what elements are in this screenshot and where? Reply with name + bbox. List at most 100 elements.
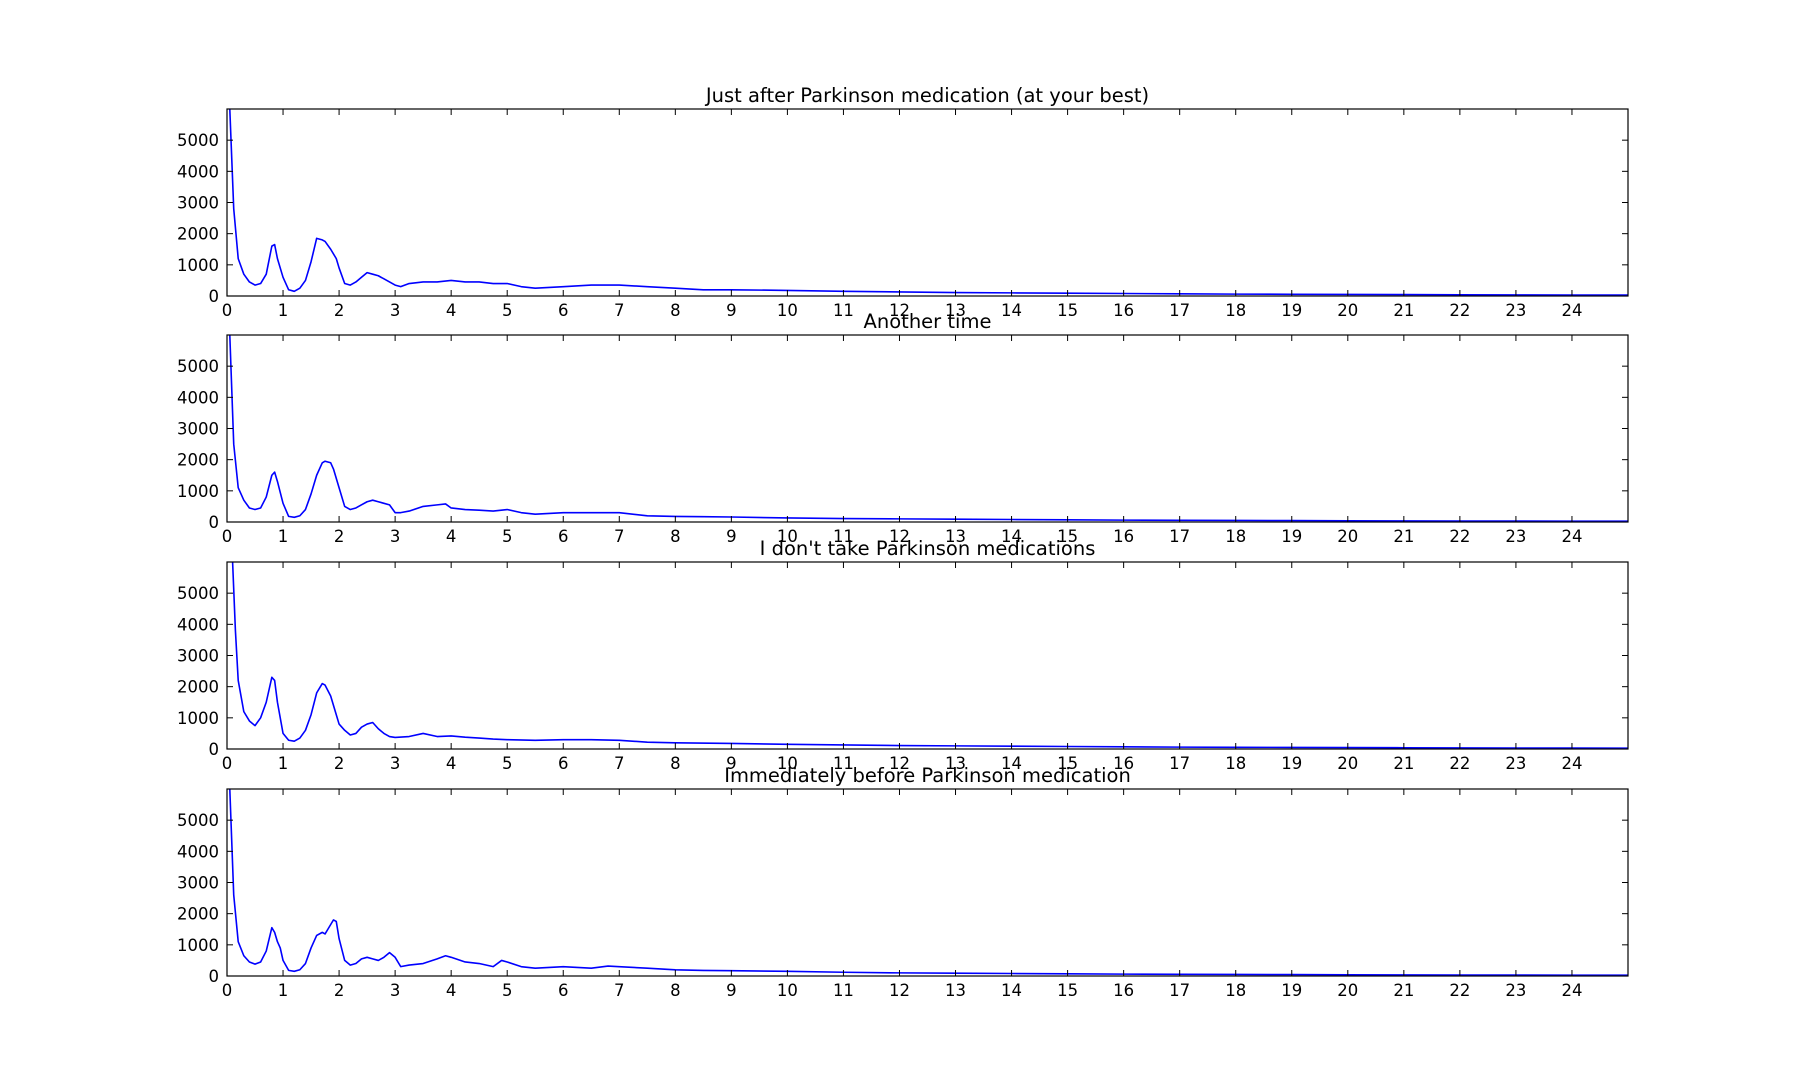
- x-tick-label: 5: [502, 981, 513, 1000]
- x-tick-label: 20: [1337, 527, 1358, 546]
- x-tick-label: 12: [889, 754, 910, 773]
- x-tick-label: 7: [614, 754, 625, 773]
- x-tick-label: 21: [1393, 301, 1414, 320]
- y-tick-label: 3000: [177, 194, 219, 213]
- x-tick-label: 6: [558, 754, 569, 773]
- x-tick-label: 19: [1281, 754, 1302, 773]
- x-tick-label: 6: [558, 301, 569, 320]
- x-tick-label: 22: [1449, 754, 1470, 773]
- x-tick-label: 17: [1169, 981, 1190, 1000]
- x-tick-label: 1: [278, 754, 289, 773]
- x-tick-label: 19: [1281, 301, 1302, 320]
- x-tick-label: 13: [945, 981, 966, 1000]
- x-tick-label: 23: [1505, 301, 1526, 320]
- x-tick-label: 6: [558, 981, 569, 1000]
- x-tick-label: 3: [390, 754, 401, 773]
- x-tick-label: 3: [390, 301, 401, 320]
- x-tick-label: 12: [889, 981, 910, 1000]
- y-tick-label: 2000: [177, 905, 219, 924]
- y-tick-label: 4000: [177, 842, 219, 861]
- x-tick-label: 15: [1057, 527, 1078, 546]
- x-tick-label: 15: [1057, 301, 1078, 320]
- x-tick-label: 21: [1393, 527, 1414, 546]
- chart-panel-1: 0 1 2 3 4 5 6 7 8 9 10 11 12 13 14 15 16 17 18 19 20 21 22 23 24…: [177, 84, 1629, 320]
- x-tick-label: 24: [1561, 754, 1582, 773]
- x-tick-label: 18: [1225, 301, 1246, 320]
- y-tick-label: 0: [209, 740, 220, 759]
- y-tick-label: 3000: [177, 647, 219, 666]
- x-tick-label: 8: [670, 754, 681, 773]
- x-tick-label: 16: [1113, 981, 1134, 1000]
- y-tick-label: 5000: [177, 131, 219, 150]
- x-tick-label: 24: [1561, 981, 1582, 1000]
- series-line-2-1: [229, 335, 1628, 522]
- chart-title: Just after Parkinson medication (at your…: [704, 84, 1149, 107]
- x-tick-label: 2: [334, 754, 345, 773]
- chart-panel-4: 0 1 2 3 4 5 6 7 8 9 10 11 12 13 14 15 16 17 18 19 20 21 22 23 24…: [177, 764, 1629, 1000]
- x-tick-label: 1: [278, 981, 289, 1000]
- x-tick-label: 2: [334, 301, 345, 320]
- x-tick-label: 11: [833, 527, 854, 546]
- chart-title: I don't take Parkinson medications: [760, 537, 1096, 560]
- x-tick-label: 14: [1001, 301, 1022, 320]
- x-tick-label: 15: [1057, 981, 1078, 1000]
- y-tick-label: 0: [209, 513, 220, 532]
- x-tick-label: 21: [1393, 981, 1414, 1000]
- x-tick-label: 18: [1225, 981, 1246, 1000]
- x-tick-label: 22: [1449, 527, 1470, 546]
- y-tick-label: 1000: [177, 936, 219, 955]
- x-tick-label: 0: [222, 981, 233, 1000]
- x-tick-label: 14: [1001, 981, 1022, 1000]
- chart-title: Immediately before Parkinson medication: [724, 764, 1131, 787]
- y-tick-label: 4000: [177, 615, 219, 634]
- x-tick-label: 2: [334, 981, 345, 1000]
- chart-panel-3: 0 1 2 3 4 5 6 7 8 9 10 11 12 13 14 15 16 17 18 19 20 21 22 23 24…: [177, 537, 1629, 773]
- panels: 0 1 2 3 4 5 6 7 8 9 10 11 12 13 14 15 16 17 18 19 20 21 22 23 24…: [177, 84, 1629, 1000]
- x-tick-label: 13: [945, 301, 966, 320]
- y-tick-label: 5000: [177, 811, 219, 830]
- x-tick-label: 0: [222, 301, 233, 320]
- x-tick-label: 9: [726, 754, 737, 773]
- x-tick-label: 0: [222, 527, 233, 546]
- x-tick-label: 20: [1337, 981, 1358, 1000]
- chart-panel-2: 0 1 2 3 4 5 6 7 8 9 10 11 12 13 14 15 16 17 18 19 20 21 22 23 24…: [177, 310, 1629, 546]
- x-tick-label: 11: [833, 981, 854, 1000]
- axes-frame: [226, 561, 1629, 750]
- y-tick-label: 3000: [177, 420, 219, 439]
- y-tick-label: 0: [209, 287, 220, 306]
- y-tick-label: 1000: [177, 256, 219, 275]
- y-tick-label: 1000: [177, 482, 219, 501]
- y-tick-label: 2000: [177, 678, 219, 697]
- x-tick-label: 24: [1561, 527, 1582, 546]
- x-tick-label: 17: [1169, 527, 1190, 546]
- x-tick-label: 24: [1561, 301, 1582, 320]
- x-tick-label: 4: [446, 527, 457, 546]
- x-tick-label: 10: [777, 301, 798, 320]
- y-tick-label: 0: [209, 967, 220, 986]
- chart-title: Another time: [864, 310, 992, 333]
- x-tick-label: 14: [1001, 527, 1022, 546]
- x-tick-label: 7: [614, 301, 625, 320]
- x-tick-label: 7: [614, 981, 625, 1000]
- x-tick-label: 21: [1393, 754, 1414, 773]
- x-tick-label: 11: [833, 301, 854, 320]
- x-tick-label: 3: [390, 527, 401, 546]
- x-tick-label: 22: [1449, 301, 1470, 320]
- x-tick-label: 13: [945, 754, 966, 773]
- x-tick-label: 16: [1113, 301, 1134, 320]
- x-tick-label: 6: [558, 527, 569, 546]
- x-tick-label: 8: [670, 301, 681, 320]
- x-tick-label: 23: [1505, 527, 1526, 546]
- x-tick-label: 16: [1113, 754, 1134, 773]
- axes-frame: [226, 334, 1629, 523]
- y-tick-label: 2000: [177, 451, 219, 470]
- y-tick-label: 2000: [177, 225, 219, 244]
- x-tick-label: 5: [502, 527, 513, 546]
- x-tick-label: 9: [726, 981, 737, 1000]
- x-tick-label: 12: [889, 527, 910, 546]
- x-tick-label: 20: [1337, 301, 1358, 320]
- x-tick-label: 4: [446, 754, 457, 773]
- x-tick-label: 4: [446, 981, 457, 1000]
